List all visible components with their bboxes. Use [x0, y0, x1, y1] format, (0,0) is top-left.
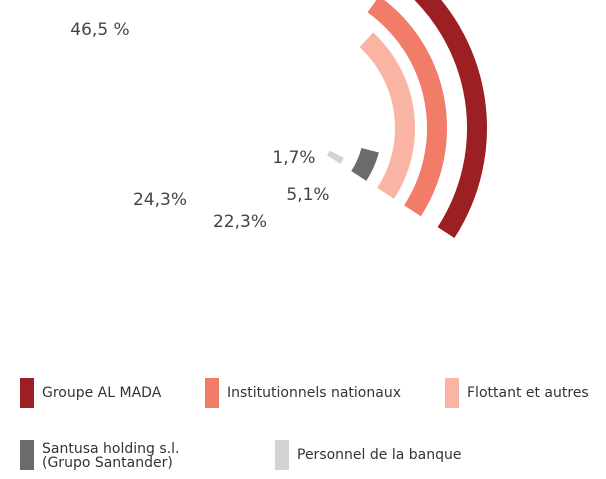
legend-swatch [445, 378, 459, 408]
legend-swatch [275, 440, 289, 470]
value-label: 1,7% [272, 148, 315, 168]
legend-item: Flottant et autres [445, 378, 589, 408]
value-label: 22,3% [213, 212, 267, 232]
legend-label: Flottant et autres [467, 385, 589, 401]
legend-label: Groupe AL MADA [42, 385, 162, 401]
legend-item: Santusa holding s.l. (Grupo Santander) [20, 440, 179, 470]
legend-swatch [205, 378, 219, 408]
chart: 46,5 % 24,3% 22,3% 5,1% 1,7% [70, 0, 487, 239]
legend-label: Personnel de la banque [297, 447, 462, 463]
value-label: 24,3% [133, 190, 187, 210]
arc-bar [326, 150, 344, 164]
legend-item: Personnel de la banque [275, 440, 461, 470]
value-label: 5,1% [286, 185, 329, 205]
arc-bar [414, 0, 487, 239]
legend-label: Institutionnels nationaux [227, 385, 401, 401]
legend-item: Groupe AL MADA [20, 378, 161, 408]
legend-item: Institutionnels nationaux [205, 378, 401, 408]
legend-swatch [20, 378, 34, 408]
legend-swatch [20, 440, 34, 470]
arc-bar [359, 32, 415, 199]
legend-label: Santusa holding s.l. (Grupo Santander) [42, 441, 180, 471]
value-label: 46,5 % [70, 20, 129, 40]
arc-bar [367, 0, 447, 217]
arc-bar [351, 147, 379, 181]
